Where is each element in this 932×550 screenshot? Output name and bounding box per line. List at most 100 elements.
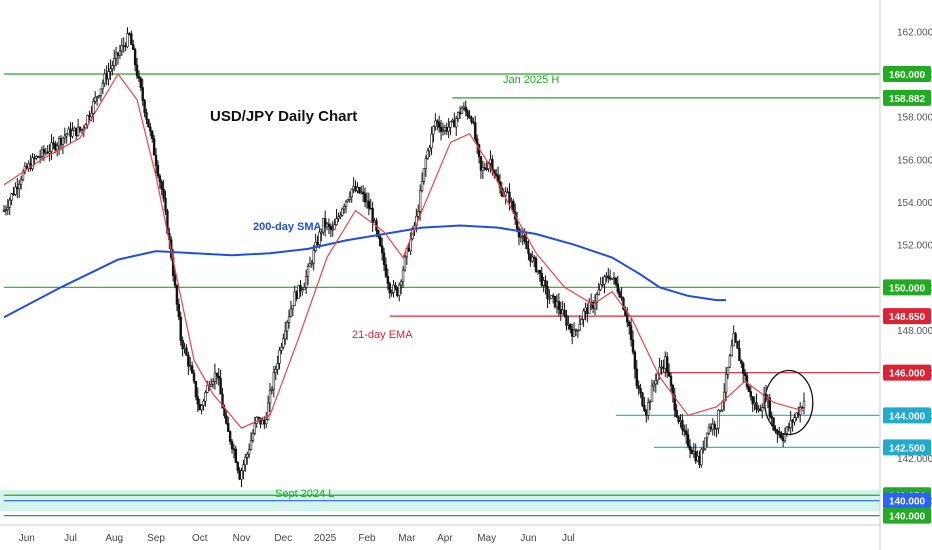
candle-body bbox=[151, 130, 154, 140]
candle-body bbox=[783, 433, 787, 442]
candle-body bbox=[576, 329, 580, 332]
candle-body bbox=[629, 325, 633, 341]
price-tag-label: 158.882 bbox=[889, 94, 926, 105]
candle-body bbox=[721, 401, 724, 411]
candle-body bbox=[707, 426, 711, 434]
candle-body bbox=[99, 88, 103, 96]
chart-title: USD/JPY Daily Chart bbox=[210, 108, 357, 125]
candle-body bbox=[747, 386, 751, 392]
candle-body bbox=[88, 115, 91, 117]
candle-body bbox=[779, 433, 783, 439]
candle-body bbox=[282, 338, 285, 348]
candle-body bbox=[618, 291, 621, 298]
candle-body bbox=[544, 280, 547, 287]
candle-body bbox=[698, 455, 701, 466]
candle-body bbox=[75, 127, 78, 136]
candle-body bbox=[781, 437, 785, 442]
candle-body bbox=[540, 272, 543, 286]
candle-body bbox=[272, 372, 276, 390]
candle-body bbox=[289, 308, 293, 317]
candle-body bbox=[517, 228, 521, 238]
candle-body bbox=[54, 143, 57, 151]
candle-body bbox=[403, 256, 407, 271]
candle-body bbox=[350, 188, 353, 198]
candle-body bbox=[472, 121, 475, 124]
candle-body bbox=[227, 423, 230, 432]
month-tick-label: Jul bbox=[562, 533, 575, 544]
candle-body bbox=[432, 126, 435, 135]
candle-body bbox=[702, 448, 705, 451]
candle-body bbox=[156, 165, 160, 177]
candle-body bbox=[145, 112, 148, 120]
candle-body bbox=[386, 275, 390, 284]
candle-body bbox=[798, 406, 802, 416]
candle-body bbox=[428, 147, 431, 152]
price-tag bbox=[883, 507, 931, 524]
candle-body bbox=[118, 50, 122, 56]
candle-body bbox=[599, 284, 602, 291]
candle-body bbox=[443, 127, 447, 131]
candle-body bbox=[57, 138, 61, 147]
candle-body bbox=[120, 45, 124, 52]
candle-body bbox=[152, 138, 156, 156]
price-tag-label: 144.000 bbox=[889, 411, 926, 422]
candle-body bbox=[483, 167, 486, 169]
candle-body bbox=[563, 309, 566, 316]
candle-body bbox=[97, 95, 101, 98]
candle-body bbox=[377, 230, 380, 238]
candle-body bbox=[278, 350, 281, 364]
candle-body bbox=[382, 252, 386, 265]
candle-body bbox=[603, 276, 606, 285]
candle-body bbox=[557, 301, 561, 310]
candle-body bbox=[344, 200, 348, 207]
candle-body bbox=[363, 193, 367, 203]
candle-body bbox=[253, 423, 257, 434]
candle-body bbox=[339, 214, 342, 218]
candle-body bbox=[510, 200, 513, 203]
month-tick-label: Feb bbox=[358, 533, 376, 544]
candle-body bbox=[688, 445, 692, 451]
candle-body bbox=[430, 133, 433, 149]
candle-body bbox=[137, 75, 141, 79]
candle-body bbox=[667, 371, 671, 377]
candle-body bbox=[78, 126, 82, 131]
candle-body bbox=[331, 228, 334, 231]
candle-body bbox=[595, 294, 599, 303]
month-tick-label: Jul bbox=[64, 533, 77, 544]
candle-body bbox=[561, 309, 564, 315]
candle-body bbox=[800, 406, 804, 409]
candle-body bbox=[396, 287, 399, 296]
candle-body bbox=[352, 186, 355, 190]
price-tag-label: 148.650 bbox=[889, 312, 926, 323]
price-tag-label: 140.000 bbox=[889, 497, 926, 508]
candle-body bbox=[521, 235, 524, 238]
price-tag bbox=[883, 492, 931, 509]
candle-body bbox=[703, 437, 707, 450]
month-tick-label: Nov bbox=[233, 533, 251, 544]
candle-body bbox=[358, 187, 361, 194]
candle-body bbox=[348, 196, 352, 200]
candle-body bbox=[453, 119, 456, 128]
candle-body bbox=[185, 347, 188, 356]
price-tick-label: 152.000 bbox=[897, 241, 932, 252]
candle-body bbox=[225, 415, 228, 424]
candle-body bbox=[597, 289, 600, 295]
candle-body bbox=[80, 129, 84, 131]
candle-body bbox=[441, 130, 445, 132]
candle-body bbox=[209, 384, 213, 387]
candle-body bbox=[325, 223, 329, 228]
candle-body bbox=[94, 96, 97, 102]
candle-body bbox=[455, 118, 458, 128]
candle-body bbox=[485, 168, 488, 170]
candle-body bbox=[601, 284, 604, 286]
candle-body bbox=[690, 449, 694, 454]
candle-body bbox=[124, 45, 127, 48]
candle-body bbox=[741, 362, 745, 374]
candle-body bbox=[280, 346, 283, 351]
price-tick-label: 158.000 bbox=[897, 113, 932, 124]
price-tag bbox=[883, 364, 931, 381]
candle-body bbox=[341, 208, 344, 216]
candle-body bbox=[236, 462, 239, 471]
candle-body bbox=[323, 218, 327, 228]
candle-body bbox=[570, 329, 574, 337]
